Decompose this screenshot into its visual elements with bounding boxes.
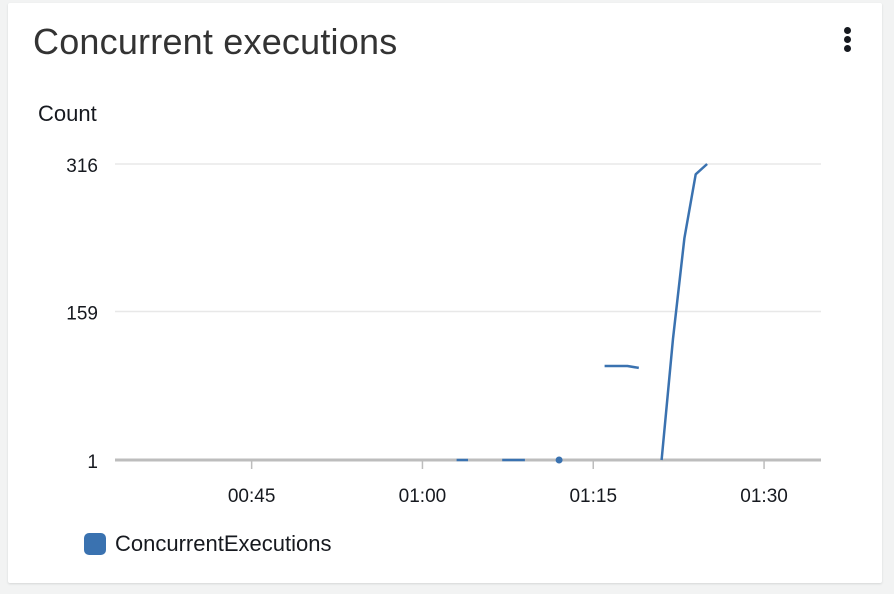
vertical-ellipsis-icon[interactable] [840,25,856,55]
x-tick-label: 01:15 [569,486,617,507]
series-line [604,364,640,370]
x-tick-label: 01:30 [740,486,788,507]
y-axis-label: Count [38,101,97,126]
y-tick-label: 1 [87,452,98,473]
legend[interactable]: ConcurrentExecutions [84,531,331,557]
widget-title: Concurrent executions [33,21,398,62]
x-tick-label: 00:45 [228,486,276,507]
chart-plot: 1 159 316 00:45 01:00 01:15 01:30 [66,156,821,507]
legend-swatch [84,533,106,555]
y-tick-label: 159 [66,304,98,325]
series-line [660,163,708,461]
legend-label: ConcurrentExecutions [115,531,332,556]
series-point [555,456,563,464]
widget-card: Concurrent executions Count 1 159 316 00:45… [8,3,882,583]
y-tick-label: 316 [66,156,98,177]
x-tick-label: 01:00 [399,486,447,507]
